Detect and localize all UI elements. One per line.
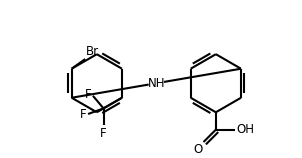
Text: NH: NH: [148, 77, 165, 90]
Text: Br: Br: [86, 45, 99, 58]
Text: F: F: [80, 108, 86, 121]
Text: OH: OH: [236, 123, 254, 136]
Text: F: F: [100, 127, 107, 140]
Text: O: O: [193, 143, 203, 156]
Text: F: F: [85, 88, 92, 101]
